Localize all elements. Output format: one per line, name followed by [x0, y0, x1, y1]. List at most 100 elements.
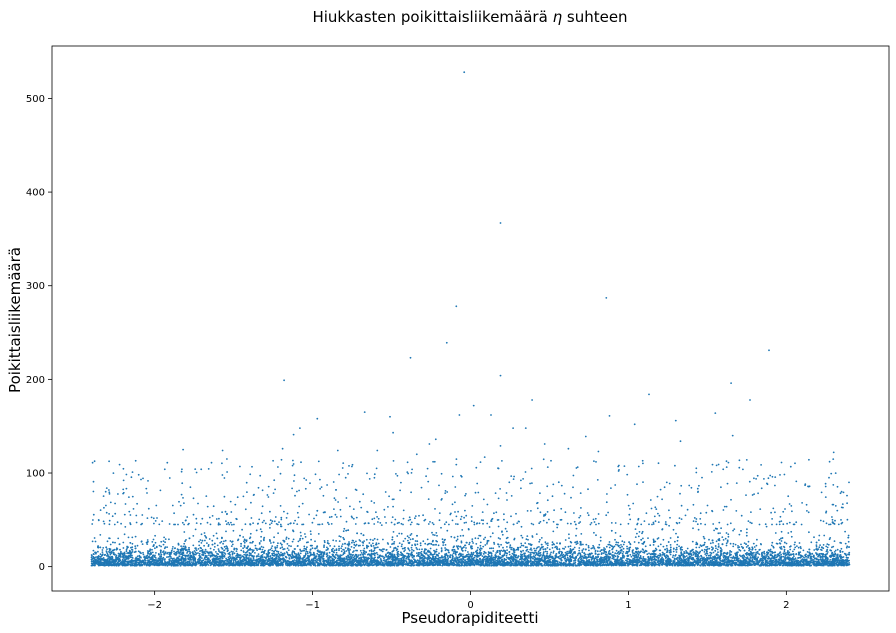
- data-point: [360, 532, 363, 535]
- data-point: [271, 549, 274, 552]
- data-point: [692, 553, 695, 556]
- data-point: [91, 540, 94, 543]
- data-point: [257, 553, 260, 555]
- data-point: [217, 523, 220, 526]
- data-point: [576, 542, 579, 545]
- data-point: [441, 555, 443, 557]
- data-point: [159, 551, 162, 553]
- data-point: [715, 540, 718, 543]
- data-point: [545, 543, 548, 545]
- data-point: [155, 552, 157, 554]
- data-point: [115, 548, 118, 551]
- data-point: [690, 554, 693, 557]
- data-point: [642, 537, 644, 540]
- data-point: [276, 544, 279, 547]
- data-point: [310, 533, 312, 535]
- data-point: [193, 550, 196, 552]
- data-point: [306, 552, 309, 555]
- data-point: [575, 534, 577, 537]
- data-point: [171, 559, 174, 561]
- data-point: [712, 551, 715, 554]
- data-point: [780, 530, 783, 533]
- data-point: [598, 543, 601, 546]
- data-point: [286, 543, 289, 545]
- data-point: [697, 554, 699, 557]
- data-point: [790, 535, 793, 538]
- data-point: [671, 556, 674, 558]
- data-point: [355, 540, 357, 543]
- data-point: [471, 538, 474, 540]
- data-point: [300, 535, 302, 537]
- data-point: [700, 522, 702, 525]
- data-point: [317, 557, 320, 560]
- data-point: [497, 543, 500, 546]
- data-point: [622, 551, 625, 553]
- data-point: [363, 540, 365, 542]
- data-point: [564, 539, 567, 541]
- data-point: [767, 555, 770, 558]
- data-point: [95, 556, 97, 558]
- data-point: [599, 536, 602, 539]
- data-point: [484, 544, 487, 546]
- data-point: [189, 551, 192, 553]
- data-point: [382, 538, 384, 541]
- data-point: [163, 536, 166, 539]
- data-point: [249, 532, 252, 535]
- data-point: [151, 551, 154, 554]
- data-point: [260, 545, 263, 548]
- data-point: [221, 548, 224, 550]
- data-point: [203, 544, 206, 547]
- chart-title-prefix: Hiukkasten poikittaisliikemäärä: [312, 8, 547, 26]
- data-point: [467, 551, 469, 553]
- data-point: [779, 547, 782, 550]
- data-point: [108, 537, 110, 540]
- data-point: [433, 534, 436, 536]
- data-point: [416, 552, 418, 555]
- data-point: [351, 539, 354, 542]
- chart-title-symbol: η: [553, 8, 563, 26]
- data-point: [341, 543, 344, 545]
- data-point: [732, 555, 735, 558]
- data-point: [657, 557, 660, 560]
- data-point: [500, 543, 502, 546]
- data-point: [742, 547, 744, 550]
- data-point: [637, 541, 640, 544]
- data-point: [269, 548, 272, 551]
- data-point: [435, 544, 437, 546]
- data-point: [626, 552, 629, 555]
- data-point: [435, 548, 438, 551]
- data-point: [419, 544, 422, 547]
- data-point: [395, 547, 397, 550]
- data-point: [474, 537, 477, 540]
- data-point: [489, 547, 491, 550]
- data-point: [538, 546, 540, 548]
- data-point: [228, 551, 231, 554]
- data-point: [506, 546, 508, 548]
- data-point: [240, 549, 243, 552]
- data-point: [662, 545, 665, 548]
- data-point: [683, 552, 686, 555]
- data-point: [106, 548, 108, 550]
- data-point: [433, 553, 436, 555]
- data-point: [529, 551, 531, 554]
- data-point: [283, 548, 286, 550]
- data-point: [725, 542, 728, 545]
- data-point: [97, 550, 99, 553]
- data-point: [834, 549, 837, 552]
- data-point: [194, 551, 197, 554]
- data-point: [424, 548, 426, 550]
- data-point: [828, 538, 831, 541]
- data-point: [745, 531, 748, 534]
- data-point: [396, 535, 399, 537]
- data-point: [452, 552, 455, 555]
- data-point: [338, 535, 341, 537]
- data-point: [568, 533, 570, 536]
- data-point: [414, 540, 417, 542]
- data-point: [592, 544, 594, 547]
- data-point: [249, 541, 252, 544]
- data-point: [187, 548, 190, 551]
- data-point: [407, 547, 409, 549]
- data-point: [588, 549, 590, 552]
- data-point: [342, 536, 345, 539]
